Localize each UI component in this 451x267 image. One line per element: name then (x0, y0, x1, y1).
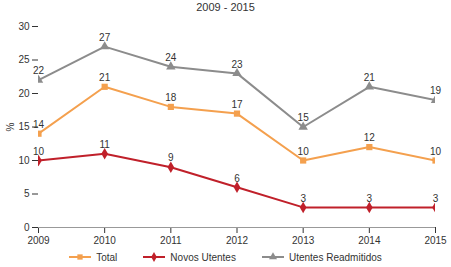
svg-text:3: 3 (367, 193, 373, 204)
svg-text:10: 10 (33, 146, 45, 157)
svg-text:2014: 2014 (358, 235, 381, 246)
svg-text:12: 12 (364, 132, 376, 143)
svg-text:5: 5 (24, 188, 30, 199)
svg-text:3: 3 (300, 193, 306, 204)
svg-text:15: 15 (298, 112, 310, 123)
svg-text:2011: 2011 (160, 235, 182, 246)
html-text:Utentes Readmitidos: Utentes Readmitidos (288, 251, 382, 263)
html-text:Novos Utentes: Novos Utentes (170, 251, 236, 263)
svg-text:18: 18 (165, 92, 177, 103)
svg-text:2015: 2015 (424, 235, 447, 246)
svg-text:21: 21 (364, 72, 376, 83)
svg-text:14: 14 (33, 119, 45, 130)
svg-text:17: 17 (231, 99, 243, 110)
svg-text:22: 22 (33, 65, 45, 76)
html-text:Total: Total (96, 251, 118, 263)
svg-text:3: 3 (433, 193, 439, 204)
svg-text:21: 21 (99, 72, 111, 83)
html-text:2009 - 2015: 2009 - 2015 (196, 1, 255, 13)
svg-text:0: 0 (24, 222, 30, 233)
svg-text:%: % (5, 122, 16, 131)
svg-text:25: 25 (18, 54, 30, 65)
svg-text:24: 24 (165, 52, 177, 63)
svg-text:19: 19 (430, 85, 442, 96)
svg-text:20: 20 (18, 88, 30, 99)
svg-text:23: 23 (231, 59, 243, 70)
svg-text:9: 9 (168, 152, 174, 163)
svg-text:15: 15 (18, 121, 30, 132)
svg-text:2009: 2009 (27, 235, 50, 246)
svg-text:6: 6 (234, 173, 240, 184)
svg-text:10: 10 (430, 146, 442, 157)
svg-text:11: 11 (99, 139, 110, 150)
svg-text:2010: 2010 (94, 235, 117, 246)
svg-text:27: 27 (99, 32, 111, 43)
svg-text:30: 30 (18, 21, 30, 32)
svg-text:2013: 2013 (292, 235, 315, 246)
svg-text:2012: 2012 (226, 235, 249, 246)
svg-text:10: 10 (298, 146, 310, 157)
svg-text:10: 10 (18, 155, 30, 166)
